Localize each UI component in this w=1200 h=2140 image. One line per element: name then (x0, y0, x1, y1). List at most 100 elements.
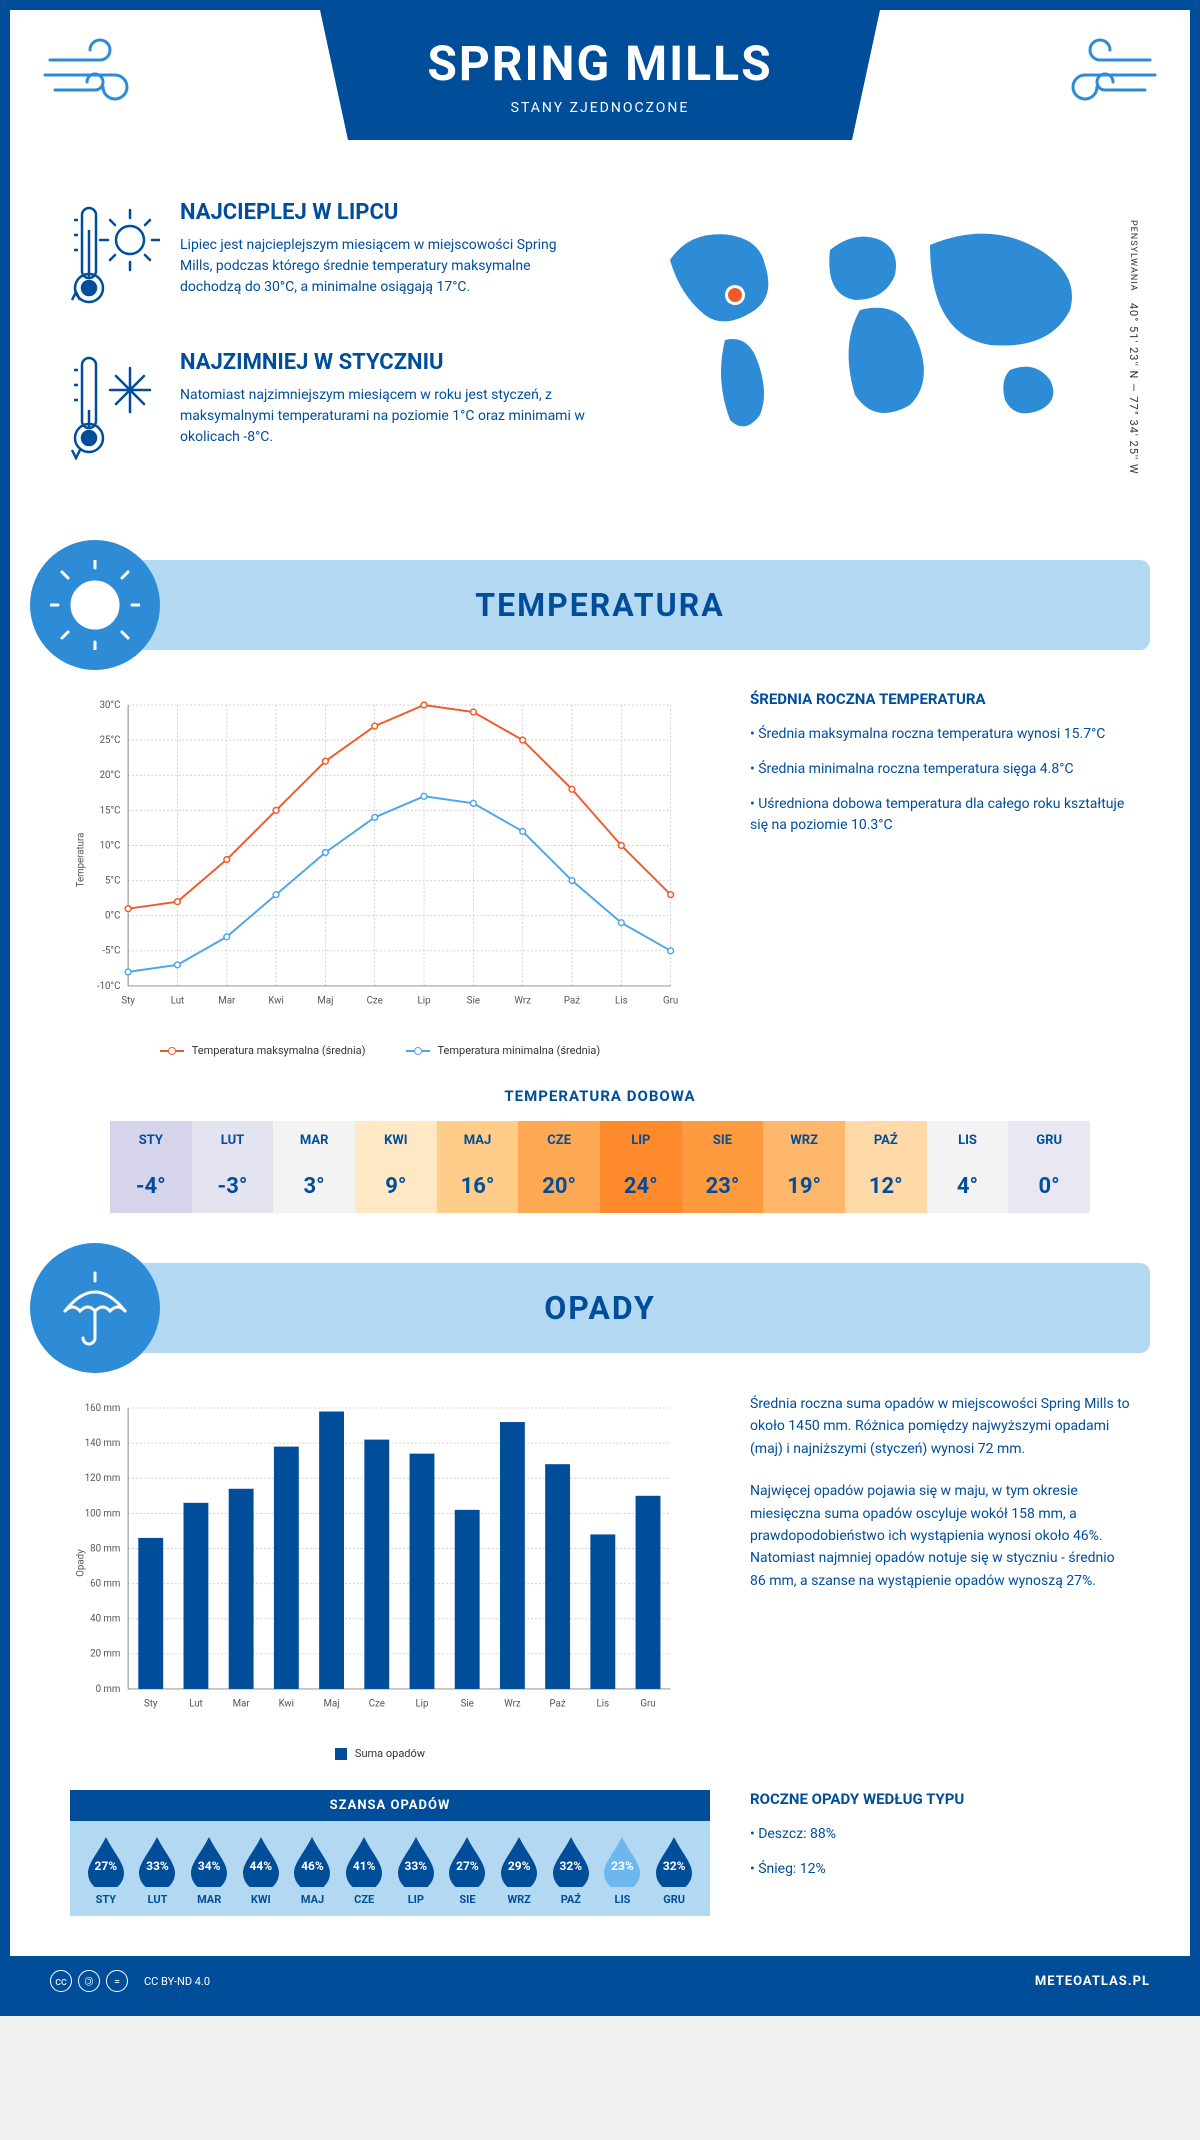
svg-text:Sty: Sty (121, 995, 135, 1006)
title-banner: SPRING MILLS STANY ZJEDNOCZONE (320, 10, 880, 140)
chance-cell: 33% LUT (132, 1835, 184, 1906)
intro-section: NAJCIEPLEJ W LIPCU Lipiec jest najcieple… (10, 170, 1190, 540)
nd-icon: = (106, 1970, 128, 1992)
svg-text:5°C: 5°C (105, 875, 120, 886)
chance-cell: 29% WRZ (493, 1835, 545, 1906)
daily-value-cell: -4° (110, 1160, 192, 1213)
svg-text:Mar: Mar (218, 995, 236, 1006)
svg-text:Lut: Lut (171, 995, 185, 1006)
type-bullet: • Deszcz: 88% (750, 1824, 1130, 1845)
svg-text:Lut: Lut (189, 1698, 203, 1709)
annual-bullet: • Średnia maksymalna roczna temperatura … (750, 724, 1130, 745)
by-icon: 🄯 (78, 1970, 100, 1992)
daily-value-cell: 12° (845, 1160, 927, 1213)
svg-text:Opady: Opady (76, 1549, 87, 1577)
precipitation-bar-chart: 0 mm20 mm40 mm60 mm80 mm100 mm120 mm140 … (70, 1393, 690, 1733)
svg-text:-10°C: -10°C (97, 981, 120, 992)
daily-temp-months-row: STYLUTMARKWIMAJCZELIPSIEWRZPAŹLISGRU (110, 1121, 1090, 1160)
daily-month-cell: MAR (273, 1121, 355, 1160)
svg-text:80 mm: 80 mm (90, 1543, 120, 1554)
svg-text:140 mm: 140 mm (85, 1438, 121, 1449)
svg-text:Gru: Gru (640, 1698, 655, 1709)
page-subtitle: STANY ZJEDNOCZONE (511, 100, 690, 116)
svg-text:100 mm: 100 mm (85, 1508, 121, 1519)
svg-text:15°C: 15°C (100, 805, 121, 816)
chance-cell: 23% LIS (597, 1835, 649, 1906)
license-block: cc 🄯 = CC BY-ND 4.0 (50, 1970, 210, 1992)
footer-brand: METEOATLAS.PL (1035, 1974, 1150, 1989)
footer: cc 🄯 = CC BY-ND 4.0 METEOATLAS.PL (10, 1956, 1190, 2006)
svg-text:Kwi: Kwi (268, 995, 283, 1006)
precip-types-heading: ROCZNE OPADY WEDŁUG TYPU (750, 1790, 1130, 1808)
chart-legend: Temperatura maksymalna (średnia) Tempera… (70, 1044, 690, 1057)
daily-value-cell: 20° (518, 1160, 600, 1213)
coordinates: PENSYLWANIA 40° 51' 23'' N — 77° 34' 25'… (1127, 220, 1140, 475)
daily-month-cell: KWI (355, 1121, 437, 1160)
daily-temp-values-row: -4°-3°3°9°16°20°24°23°19°12°4°0° (110, 1160, 1090, 1213)
precipitation-section-header: OPADY (50, 1263, 1150, 1353)
warmest-block: NAJCIEPLEJ W LIPCU Lipiec jest najcieple… (70, 200, 590, 314)
chance-cell: 34% MAR (183, 1835, 235, 1906)
svg-text:20 mm: 20 mm (90, 1649, 120, 1660)
daily-month-cell: PAŹ (845, 1121, 927, 1160)
svg-text:Sie: Sie (467, 995, 480, 1006)
type-bullet: • Śnieg: 12% (750, 1859, 1130, 1880)
chance-cell: 27% SIE (442, 1835, 494, 1906)
daily-value-cell: 24° (600, 1160, 682, 1213)
coldest-text: Natomiast najzimniejszym miesiącem w rok… (180, 385, 590, 448)
svg-text:60 mm: 60 mm (90, 1578, 120, 1589)
precip-summary-2: Najwięcej opadów pojawia się w maju, w t… (750, 1480, 1130, 1592)
coldest-block: NAJZIMNIEJ W STYCZNIU Natomiast najzimni… (70, 350, 590, 464)
svg-text:20°C: 20°C (100, 770, 121, 781)
daily-value-cell: 23° (682, 1160, 764, 1213)
daily-value-cell: 16° (437, 1160, 519, 1213)
daily-month-cell: LIP (600, 1121, 682, 1160)
svg-text:Paź: Paź (564, 995, 580, 1006)
daily-value-cell: -3° (192, 1160, 274, 1213)
svg-text:Lip: Lip (418, 995, 431, 1006)
coords-value: 40° 51' 23'' N — 77° 34' 25'' W (1127, 303, 1140, 475)
daily-month-cell: CZE (518, 1121, 600, 1160)
warmest-heading: NAJCIEPLEJ W LIPCU (180, 200, 590, 225)
svg-text:Kwi: Kwi (279, 1698, 294, 1709)
svg-text:Maj: Maj (317, 995, 333, 1006)
svg-text:Paź: Paź (550, 1698, 566, 1709)
svg-text:Sty: Sty (144, 1698, 158, 1709)
world-map (630, 200, 1090, 450)
chance-cell: 33% LIP (390, 1835, 442, 1906)
svg-text:Lis: Lis (597, 1698, 610, 1709)
svg-text:25°C: 25°C (100, 735, 121, 746)
chance-strip: 27% STY 33% LUT 34% MAR 44% KWI 46% MAJ (70, 1821, 710, 1916)
svg-text:Lis: Lis (615, 995, 628, 1006)
chance-cell: 32% GRU (648, 1835, 700, 1906)
sun-icon (30, 540, 160, 670)
svg-text:160 mm: 160 mm (85, 1403, 121, 1414)
daily-temp-title: TEMPERATURA DOBOWA (70, 1087, 1130, 1105)
chance-cell: 27% STY (80, 1835, 132, 1906)
svg-text:0°C: 0°C (105, 911, 120, 922)
svg-text:Wrz: Wrz (514, 995, 531, 1006)
annual-temp-heading: ŚREDNIA ROCZNA TEMPERATURA (750, 690, 1130, 708)
annual-bullet: • Średnia minimalna roczna temperatura s… (750, 759, 1130, 780)
region-label: PENSYLWANIA (1128, 220, 1138, 292)
svg-text:Wrz: Wrz (504, 1698, 521, 1709)
precip-summary-1: Średnia roczna suma opadów w miejscowośc… (750, 1393, 1130, 1460)
svg-text:Gru: Gru (663, 995, 678, 1006)
svg-text:Maj: Maj (324, 1698, 340, 1709)
svg-text:120 mm: 120 mm (85, 1473, 121, 1484)
legend-min: Temperatura minimalna (średnia) (438, 1044, 601, 1057)
warmest-text: Lipiec jest najcieplejszym miesiącem w m… (180, 235, 590, 298)
svg-text:Lip: Lip (415, 1698, 428, 1709)
page-title: SPRING MILLS (427, 35, 772, 92)
svg-text:-5°C: -5°C (102, 946, 120, 957)
temperature-title: TEMPERATURA (475, 586, 724, 624)
daily-month-cell: GRU (1008, 1121, 1090, 1160)
umbrella-icon (30, 1243, 160, 1373)
precip-legend: Suma opadów (70, 1747, 690, 1760)
daily-value-cell: 9° (355, 1160, 437, 1213)
daily-month-cell: MAJ (437, 1121, 519, 1160)
svg-text:Sie: Sie (461, 1698, 474, 1709)
svg-text:Temperatura: Temperatura (76, 833, 87, 888)
cc-icon: cc (50, 1970, 72, 1992)
header: SPRING MILLS STANY ZJEDNOCZONE (10, 10, 1190, 170)
